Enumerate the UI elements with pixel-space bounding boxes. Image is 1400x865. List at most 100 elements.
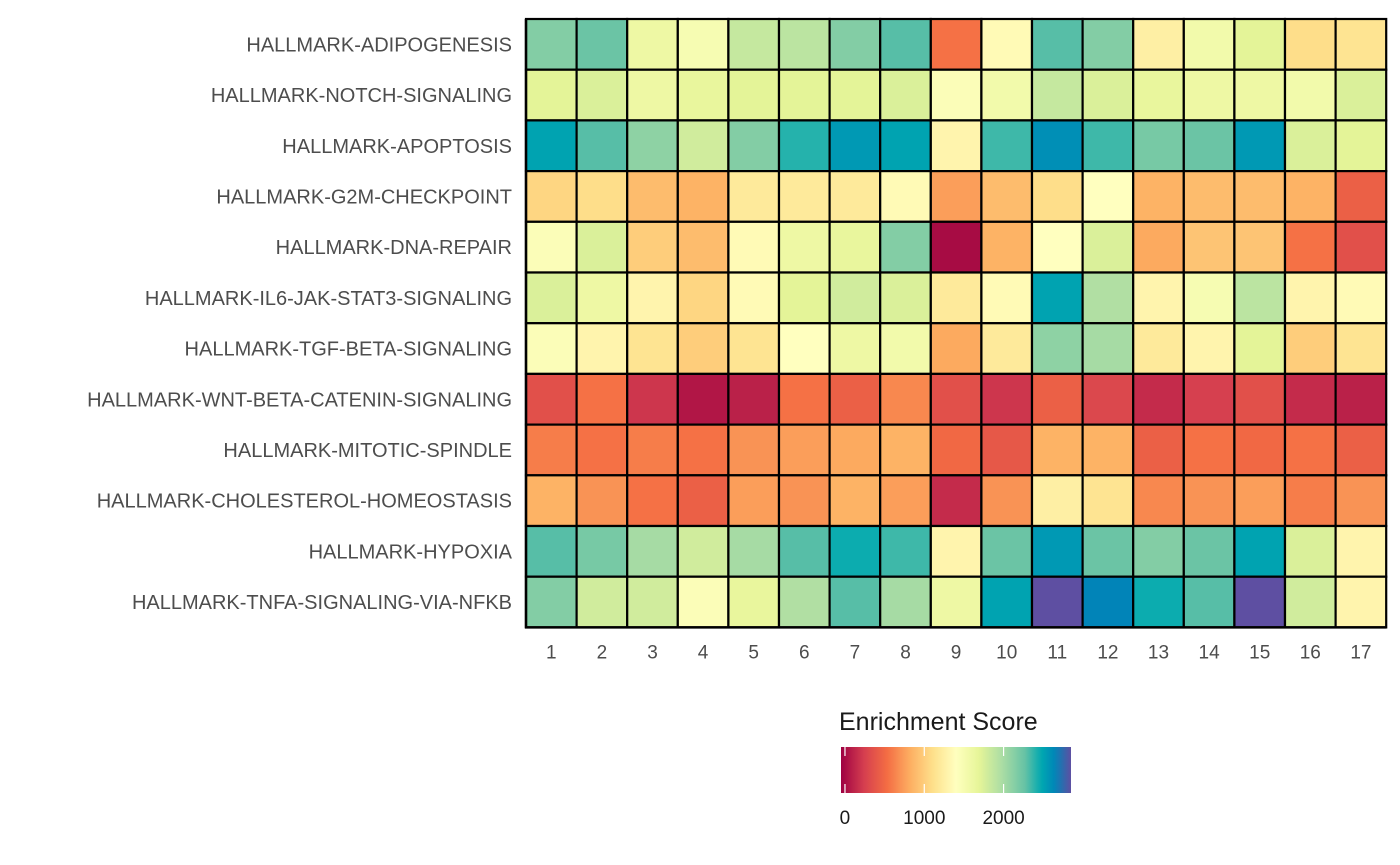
heatmap-cell-3-3 [626,119,679,173]
heatmap-cell-4-12 [1081,170,1135,223]
heatmap-cell-3-16 [1283,119,1337,173]
heatmap-cell-1-5 [727,17,781,71]
heatmap-cell-11-16 [1283,524,1337,578]
heatmap-cell-5-1 [524,220,578,274]
heatmap-cell-11-11 [1030,524,1084,578]
heatmap-cell-2-17 [1334,68,1388,122]
heatmap-cell-10-15 [1233,474,1287,528]
row-label: HALLMARK-IL6-JAK-STAT3-SIGNALING [145,288,512,310]
heatmap-cell-2-15 [1233,68,1287,122]
heatmap-cell-11-15 [1233,524,1287,578]
heatmap-cell-4-13 [1132,170,1185,223]
heatmap-cell-1-4 [676,17,730,71]
heatmap-cell-2-12 [1081,68,1135,122]
heatmap-cell-1-17 [1334,17,1388,71]
column-label: 11 [1047,642,1067,663]
heatmap-cell-11-9 [929,524,983,578]
heatmap-cell-4-9 [929,170,983,223]
heatmap-cell-8-15 [1233,372,1287,426]
heatmap-cell-4-10 [980,170,1034,223]
heatmap-cell-12-7 [828,575,882,629]
heatmap-cell-6-3 [626,271,679,325]
heatmap-cell-3-1 [524,119,578,173]
heatmap-cell-8-12 [1081,372,1135,426]
heatmap-cell-12-6 [777,575,831,629]
heatmap-cell-8-17 [1334,372,1388,426]
heatmap-cell-4-11 [1030,170,1084,223]
row-label: HALLMARK-TNFA-SIGNALING-VIA-NFKB [132,592,512,614]
heatmap-cell-4-6 [777,170,831,223]
heatmap-cell-4-17 [1334,170,1388,223]
heatmap-cell-1-6 [777,17,831,71]
heatmap-cell-12-14 [1182,575,1236,629]
heatmap-cell-5-12 [1081,220,1135,274]
heatmap-cell-4-4 [676,170,730,223]
column-label: 2 [597,642,608,663]
heatmap-cell-5-5 [727,220,781,274]
heatmap-cell-9-1 [524,423,578,477]
heatmap-cell-2-2 [575,68,629,122]
heatmap-cell-12-10 [980,575,1034,629]
heatmap-cell-8-1 [524,372,578,426]
heatmap-cell-1-3 [626,17,679,71]
heatmap-cell-12-4 [676,575,730,629]
heatmap-cell-10-7 [828,474,882,528]
heatmap-cell-10-13 [1132,474,1185,528]
heatmap-cell-11-7 [828,524,882,578]
heatmap-cell-11-14 [1182,524,1236,578]
heatmap-cell-12-16 [1283,575,1337,629]
heatmap-cell-7-16 [1283,322,1337,376]
heatmap-cell-9-7 [828,423,882,477]
heatmap-cell-3-2 [575,119,629,173]
heatmap-cell-2-3 [626,68,679,122]
heatmap-cell-3-11 [1030,119,1084,173]
heatmap-cell-9-16 [1283,423,1337,477]
heatmap-cell-1-9 [929,17,983,71]
heatmap-cell-6-5 [727,271,781,325]
column-label: 15 [1249,642,1270,663]
column-label: 7 [850,642,861,663]
heatmap-cell-8-9 [929,372,983,426]
heatmap-cell-4-8 [879,170,932,223]
heatmap-cell-11-2 [575,524,629,578]
column-label: 13 [1148,642,1169,663]
heatmap-cell-6-9 [929,271,983,325]
heatmap-cell-7-4 [676,322,730,376]
heatmap-cells [524,17,1388,629]
heatmap-cell-6-7 [828,271,882,325]
heatmap-cell-7-17 [1334,322,1388,376]
heatmap-cell-10-5 [727,474,781,528]
heatmap-cell-9-12 [1081,423,1135,477]
heatmap-cell-6-11 [1030,271,1084,325]
heatmap-cell-7-3 [626,322,679,376]
heatmap-cell-6-16 [1283,271,1337,325]
heatmap-cell-1-15 [1233,17,1287,71]
heatmap-cell-3-15 [1233,119,1287,173]
heatmap-cell-7-14 [1182,322,1236,376]
heatmap-cell-9-4 [676,423,730,477]
heatmap-cell-1-8 [879,17,932,71]
heatmap-cell-1-1 [524,17,578,71]
heatmap-cell-5-10 [980,220,1034,274]
heatmap-cell-5-11 [1030,220,1084,274]
heatmap-cell-4-14 [1182,170,1236,223]
heatmap-cell-7-5 [727,322,781,376]
column-label: 14 [1199,642,1221,663]
legend-ticks: 0 1000 2000 [840,747,1025,829]
heatmap-cell-11-12 [1081,524,1135,578]
axis-lines [524,19,1387,629]
column-label: 8 [900,642,911,663]
heatmap-cell-12-11 [1030,575,1084,629]
heatmap-cell-6-17 [1334,271,1388,325]
column-label: 9 [951,642,962,663]
legend-tick-label: 2000 [982,808,1024,829]
heatmap-cell-1-13 [1132,17,1185,71]
heatmap-cell-8-7 [828,372,882,426]
heatmap-cell-4-2 [575,170,629,223]
heatmap-cell-4-15 [1233,170,1287,223]
heatmap-cell-12-9 [929,575,983,629]
heatmap-cell-4-3 [626,170,679,223]
heatmap-cell-4-16 [1283,170,1337,223]
heatmap-cell-10-17 [1334,474,1388,528]
